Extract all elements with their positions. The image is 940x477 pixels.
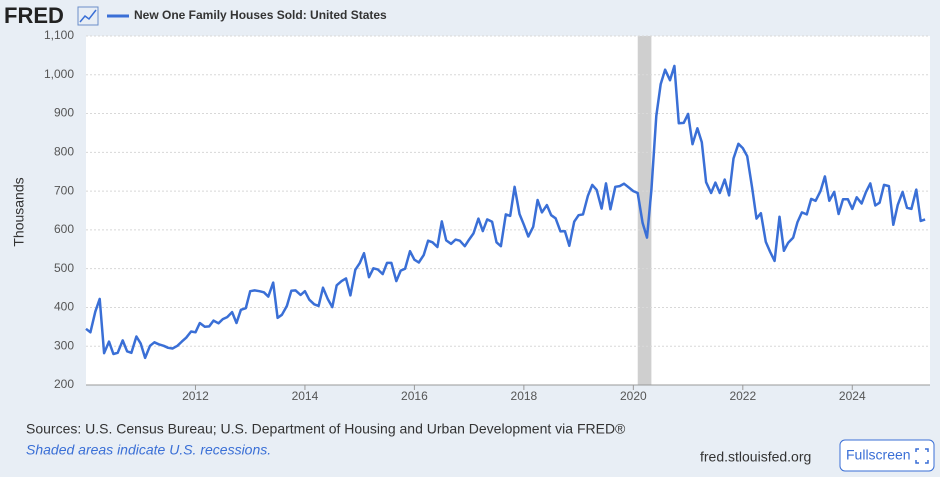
logo-icon [77, 6, 99, 26]
y-tick-label: 600 [54, 222, 74, 236]
x-tick-label: 2016 [401, 389, 428, 403]
x-tick-label: 2014 [292, 389, 319, 403]
y-tick-label: 900 [54, 106, 74, 120]
legend: New One Family Houses Sold: United State… [107, 8, 387, 22]
fullscreen-label[interactable]: Fullscreen [846, 447, 911, 463]
y-tick-label: 800 [54, 145, 74, 159]
x-tick-label: 2020 [620, 389, 647, 403]
y-tick-label: 1,000 [44, 67, 74, 81]
recession-note[interactable]: Shaded areas indicate U.S. recessions. [26, 442, 271, 458]
logo: FRED [4, 3, 64, 28]
y-tick-label: 500 [54, 261, 74, 275]
x-tick-label: 2024 [839, 389, 866, 403]
series-line [85, 64, 926, 360]
y-axis-label: Thousands [11, 177, 27, 246]
y-tick-label: 200 [54, 377, 74, 391]
x-tick-label: 2018 [511, 389, 538, 403]
recession-band [637, 36, 652, 385]
fullscreen-button[interactable] [839, 439, 935, 472]
legend-label: New One Family Houses Sold: United State… [134, 8, 387, 22]
y-tick-label: 1,100 [44, 28, 74, 42]
fullscreen-icon [915, 448, 929, 464]
plot-area [86, 36, 930, 385]
y-tick-label: 700 [54, 183, 74, 197]
y-tick-label: 400 [54, 300, 74, 314]
x-tick-label: 2012 [182, 389, 209, 403]
y-tick-label: 300 [54, 338, 74, 352]
site: fred.stlouisfed.org [700, 449, 811, 465]
x-tick-label: 2022 [729, 389, 756, 403]
sources: Sources: U.S. Census Bureau; U.S. Depart… [26, 421, 626, 437]
